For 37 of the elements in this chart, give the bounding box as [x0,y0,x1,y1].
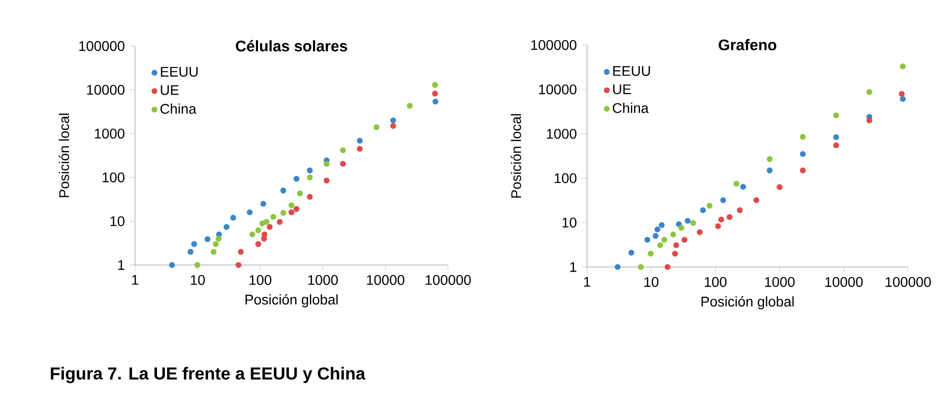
y-tick-label: 10 [110,216,124,226]
x-tick-label: 100000 [886,277,931,287]
x-tick-label: 10000 [825,277,863,287]
y-axis-title: Posición local [510,114,522,198]
y-tick-label: 10 [562,218,576,228]
x-tick-label: 1 [132,275,138,285]
chart-title: Células solares [236,40,348,52]
y-tick-label: 1 [570,262,576,272]
y-tick-label: 100 [554,173,576,184]
y-axis-title: Posición local [58,114,70,198]
legend-label: UE [613,84,631,94]
x-tick-label: 1000 [308,275,338,285]
legend-label: EEUU [613,66,650,76]
x-tick-label: 1000 [765,277,795,287]
legend-label: China [612,102,649,114]
x-tick-label: 100000 [426,275,471,285]
x-tick-label: 10 [644,277,658,287]
y-tick-label: 10000 [539,84,576,94]
x-tick-label: 1 [584,277,590,287]
chart-title: Grafeno [718,39,776,50]
y-tick-label: 100000 [531,40,576,50]
y-tick-label: 1000 [94,128,124,139]
y-tick-label: 10000 [87,84,124,95]
legend-label: China [160,104,196,114]
legend-label: EEUU [160,66,198,77]
legend-label: UE [160,85,179,96]
y-tick-label: 100 [102,172,124,182]
x-axis-title: Posición global [246,294,338,308]
y-tick-label: 100000 [79,41,124,51]
x-tick-label: 10000 [367,275,404,285]
y-tick-label: 1000 [546,128,576,139]
x-tick-label: 10 [190,275,205,285]
x-tick-label: 100 [704,277,727,287]
x-axis-title: Posición global [702,296,794,310]
y-tick-label: 1 [118,260,124,270]
x-tick-label: 100 [250,275,272,285]
text: Figura 7. La UE frente a EEUU y China [50,366,366,384]
